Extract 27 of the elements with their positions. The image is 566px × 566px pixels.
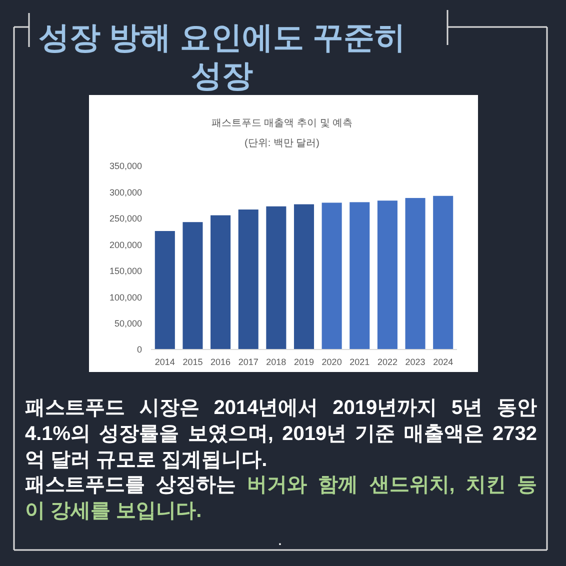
y-tick-label: 350,000 xyxy=(109,161,142,172)
x-tick-label: 2023 xyxy=(405,357,426,367)
y-tick-label: 0 xyxy=(136,344,142,355)
x-tick-label: 2016 xyxy=(210,357,231,367)
text: . xyxy=(276,531,284,551)
text: 버거와 함께 샌드위치, 치킨 등 xyxy=(247,474,537,496)
x-tick-label: 2018 xyxy=(266,357,286,367)
text: (단위: 백만 달러) xyxy=(244,138,320,149)
x-tick-label: 2020 xyxy=(322,357,342,367)
y-tick-label: 200,000 xyxy=(109,240,142,250)
text: 패스트푸드를 상징하는 xyxy=(25,474,236,496)
y-tick-label: 50,000 xyxy=(114,318,142,328)
x-tick-label: 2022 xyxy=(377,357,398,367)
x-tick-label: 2024 xyxy=(433,357,454,367)
text: 패스트푸드 시장은 2014년에서 2019년까지 5년 동안 4.1%의 성장률을 보였으며, 2019년 기준 매출액은 2732 억 달러 규모로 집계됩니다. xyxy=(25,397,537,470)
chart-title: 성장 방해 요인에도 꾸준히 성장 xyxy=(38,19,406,95)
y-tick-label: 250,000 xyxy=(109,214,142,224)
x-tick-label: 2021 xyxy=(350,357,370,367)
y-tick-label: 100,000 xyxy=(109,292,142,302)
chart-subtitle: 패스트푸드 매출액 추이 및 예측 xyxy=(211,118,353,129)
x-tick-label: 2014 xyxy=(154,357,175,367)
y-tick-label: 150,000 xyxy=(109,266,142,276)
text: 이 강세를 보입니다. xyxy=(25,500,202,522)
x-tick-label: 2017 xyxy=(238,357,258,367)
x-tick-label: 2019 xyxy=(294,357,314,367)
x-tick-label: 2015 xyxy=(182,357,203,367)
y-tick-label: 300,000 xyxy=(109,187,142,198)
